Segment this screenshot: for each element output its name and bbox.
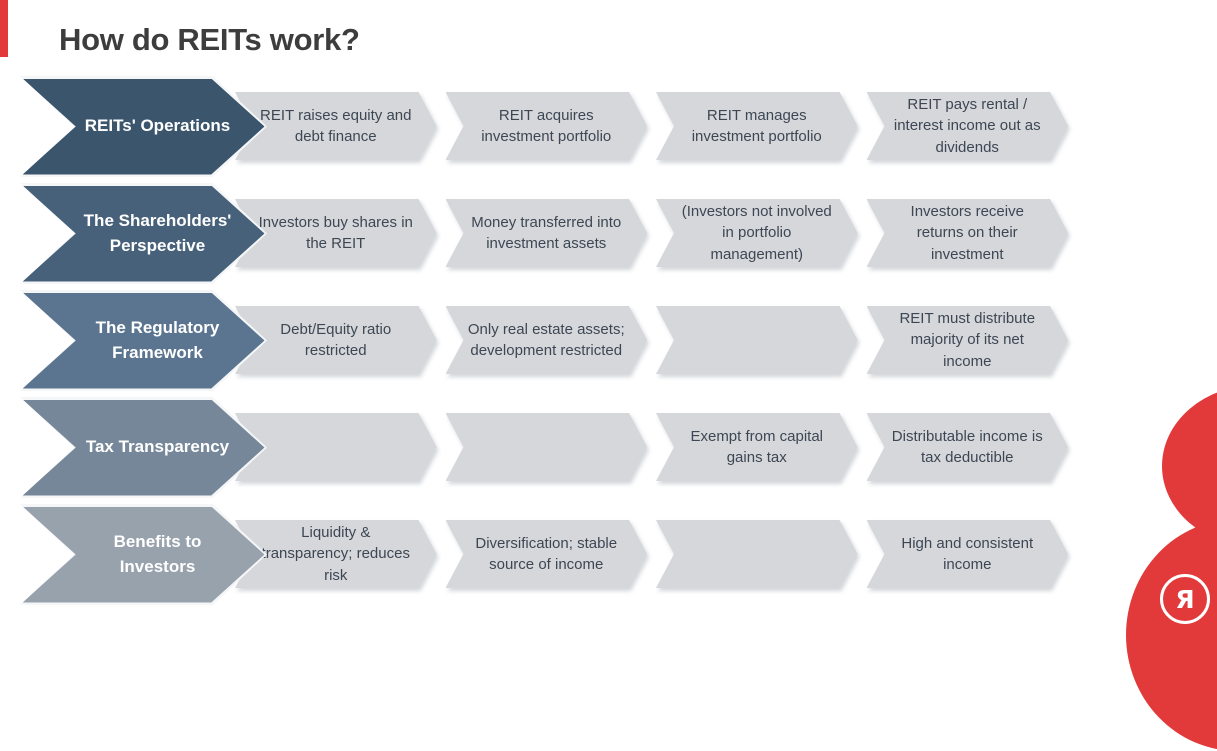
row-label-arrow: Benefits to Investors	[20, 504, 267, 605]
step-text: REIT must distribute majority of its net…	[899, 310, 1036, 370]
step-text: REIT raises equity and debt finance	[260, 106, 412, 145]
step-band: Investors buy shares in the REIT Money t…	[235, 199, 1068, 267]
flow-step: REIT raises equity and debt finance	[235, 92, 437, 160]
step-text: Exempt from capital gains tax	[690, 427, 824, 466]
step-text: REIT acquires investment portfolio	[481, 106, 612, 145]
step-band: REIT raises equity and debt finance REIT…	[235, 92, 1068, 160]
flow-step: Diversification; stable source of income	[446, 520, 648, 588]
top-left-accent-bar	[0, 0, 8, 57]
step-text: Liquidity & transparency; reduces risk	[261, 524, 410, 584]
brand-logo: Я	[1160, 574, 1210, 624]
flow-step: High and consistent income	[867, 520, 1069, 588]
flow-step: REIT acquires investment portfolio	[446, 92, 648, 160]
flow-step: Distributable income is tax deductible	[867, 413, 1069, 481]
flow-diagram: REITs' Operations REIT raises equity and…	[0, 76, 1217, 613]
step-text: Distributable income is tax deductible	[891, 427, 1043, 466]
flow-step	[446, 413, 648, 481]
step-text: Only real estate assets; development res…	[467, 320, 625, 359]
flow-step	[656, 306, 858, 374]
row-label: Benefits to Investors	[113, 531, 202, 576]
flow-row-shareholders-perspective: The Shareholders' Perspective Investors …	[0, 183, 1217, 284]
flow-step: Investors receive returns on their inves…	[867, 199, 1069, 267]
row-label: Tax Transparency	[85, 437, 230, 457]
flow-step: Only real estate assets; development res…	[446, 306, 648, 374]
flow-step	[656, 520, 858, 588]
step-text: REIT manages investment portfolio	[691, 106, 822, 145]
row-label: The Regulatory Framework	[95, 317, 220, 362]
row-label: The Shareholders' Perspective	[83, 210, 232, 255]
step-text: (Investors not involved in portfolio man…	[681, 203, 832, 263]
row-label-arrow: REITs' Operations	[20, 76, 267, 177]
page-title: How do REITs work?	[59, 22, 360, 57]
flow-step: Exempt from capital gains tax	[656, 413, 858, 481]
step-text: Investors buy shares in the REIT	[258, 213, 413, 252]
flow-row-reits-operations: REITs' Operations REIT raises equity and…	[0, 76, 1217, 177]
step-text: Money transferred into investment assets	[471, 213, 622, 252]
flow-step: REIT manages investment portfolio	[656, 92, 858, 160]
step-band: Exempt from capital gains tax Distributa…	[235, 413, 1068, 481]
flow-row-benefits-to-investors: Benefits to Investors Liquidity & transp…	[0, 504, 1217, 605]
step-text: Diversification; stable source of income	[475, 534, 618, 573]
step-text: Debt/Equity ratio restricted	[280, 320, 392, 359]
brand-logo-letter: Я	[1175, 584, 1195, 614]
flow-step: REIT must distribute majority of its net…	[867, 306, 1069, 374]
flow-step: (Investors not involved in portfolio man…	[656, 199, 858, 267]
row-label: REITs' Operations	[84, 116, 231, 136]
flow-row-regulatory-framework: The Regulatory Framework Debt/Equity rat…	[0, 290, 1217, 391]
step-band: Liquidity & transparency; reduces risk D…	[235, 520, 1068, 588]
flow-step: Liquidity & transparency; reduces risk	[235, 520, 437, 588]
flow-step: REIT pays rental / interest income out a…	[867, 92, 1069, 160]
flow-step	[235, 413, 437, 481]
flow-step: Money transferred into investment assets	[446, 199, 648, 267]
flow-step: Investors buy shares in the REIT	[235, 199, 437, 267]
step-text: High and consistent income	[901, 534, 1034, 573]
row-label-arrow: Tax Transparency	[20, 397, 267, 498]
flow-row-tax-transparency: Tax Transparency Exempt from capital gai…	[0, 397, 1217, 498]
row-label-arrow: The Shareholders' Perspective	[20, 183, 267, 284]
step-band: Debt/Equity ratio restricted Only real e…	[235, 306, 1068, 374]
row-label-arrow: The Regulatory Framework	[20, 290, 267, 391]
step-text: REIT pays rental / interest income out a…	[893, 96, 1041, 156]
flow-step: Debt/Equity ratio restricted	[235, 306, 437, 374]
step-text: Investors receive returns on their inves…	[910, 203, 1024, 263]
